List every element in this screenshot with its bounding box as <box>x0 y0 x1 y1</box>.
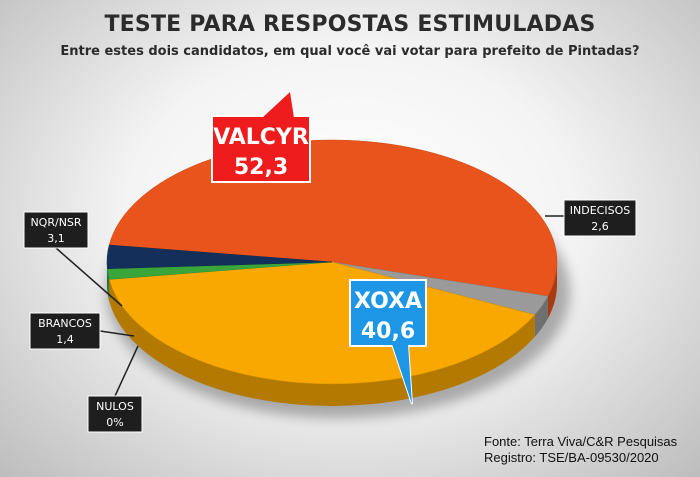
nqr-nsr-label: NQR/NSR <box>30 216 81 229</box>
xoxa-label: XOXA <box>354 289 422 314</box>
slice-side-indecisos <box>534 296 548 337</box>
indecisos-label: INDECISOS <box>570 204 630 217</box>
nqr-nsr-value: 3,1 <box>47 232 65 245</box>
nqr-nsr-leader-line <box>55 247 123 307</box>
pie-slices <box>106 139 558 385</box>
source-line: Fonte: Terra Viva/C&R Pesquisas <box>484 434 678 449</box>
brancos-label: BRANCOS <box>38 317 92 330</box>
chart-subtitle: Entre estes dois candidatos, em qual voc… <box>60 44 640 59</box>
slice-nqr-nsr <box>106 244 333 269</box>
nulos-value: 0% <box>106 416 123 429</box>
nulos-leader-line <box>114 345 139 397</box>
indecisos-callout-box <box>563 199 637 237</box>
valcyr-value: 52,3 <box>234 155 288 180</box>
nulos-label: NULOS <box>96 400 134 413</box>
slice-side-xoxa <box>109 279 535 406</box>
pie-sides <box>107 262 557 406</box>
nqr-nsr-callout-box <box>23 211 89 249</box>
valcyr-callout-pointer-fill <box>262 92 294 118</box>
chart-title: TESTE PARA RESPOSTAS ESTIMULADAS <box>104 12 596 37</box>
source-note: Fonte: Terra Viva/C&R Pesquisas Registro… <box>484 434 677 466</box>
xoxa-value: 40,6 <box>361 319 415 344</box>
xoxa-callout-pointer-fill <box>392 344 412 404</box>
nulos-callout-box <box>87 395 143 433</box>
pie-labels: VALCYR 52,3 XOXA 40,6 INDECISOS 2,6 NQR/NSR 3,1… <box>23 89 637 433</box>
indecisos-value: 2,6 <box>591 220 609 233</box>
slice-xoxa <box>108 261 536 385</box>
registration-line: Registro: TSE/BA-09530/2020 <box>484 450 659 465</box>
brancos-leader-line <box>99 330 135 337</box>
slice-side-valcyr <box>547 262 557 319</box>
xoxa-callout-box <box>349 279 427 347</box>
valcyr-label: VALCYR <box>213 125 309 150</box>
brancos-value: 1,4 <box>56 333 74 346</box>
valcyr-callout-box <box>211 115 311 183</box>
brancos-callout-box <box>29 312 101 350</box>
